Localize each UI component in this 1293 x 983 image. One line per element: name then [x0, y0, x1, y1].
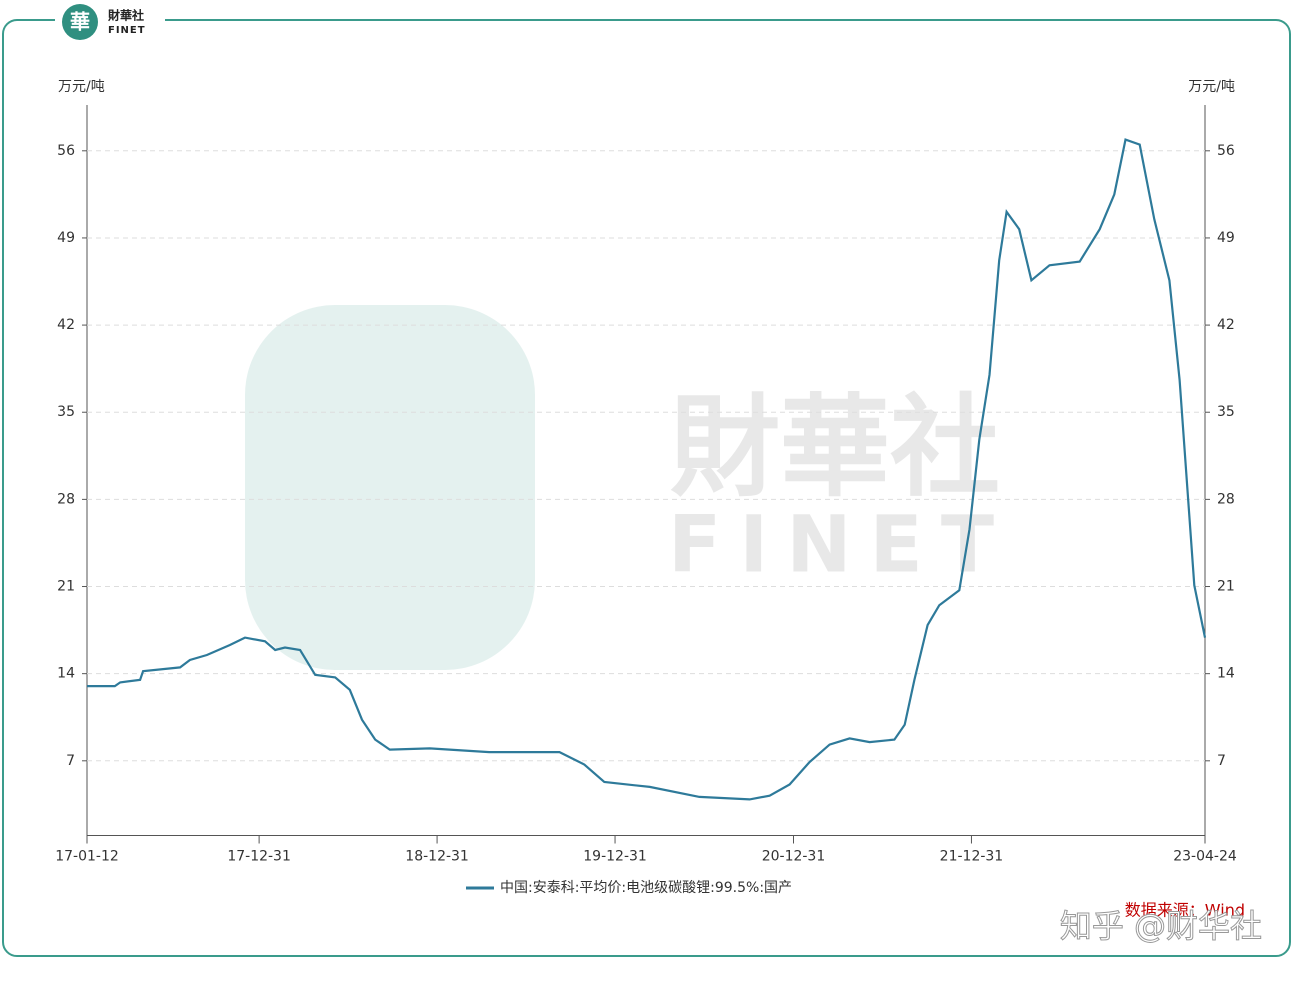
- y-tick-label: 21: [57, 579, 75, 595]
- y2-tick-label: 7: [1217, 753, 1226, 769]
- y-tick-label: 49: [57, 230, 75, 246]
- watermark-name: 財華社: [670, 383, 1000, 511]
- data-line: [87, 138, 1207, 801]
- x-tick-label: 20-12-31: [762, 849, 826, 865]
- y2-tick-label: 28: [1217, 491, 1235, 507]
- y2-tick-label: 56: [1217, 143, 1235, 159]
- logo-latin: FINET: [108, 25, 146, 36]
- y-tick-label: 56: [57, 143, 75, 159]
- legend-label: 中国:安泰科:平均价:电池级碳酸锂:99.5%:国产: [500, 880, 792, 896]
- logo-glyph: 華: [70, 10, 90, 34]
- frame: [2, 19, 1291, 957]
- x-tick-label: 17-01-12: [55, 849, 119, 865]
- y2-tick-label: 49: [1217, 230, 1235, 246]
- logo-mark: [62, 4, 98, 40]
- x-tick-label: 23-04-24: [1173, 849, 1237, 865]
- watermark-text: 知乎 @财华社: [1060, 907, 1262, 945]
- x-tick-label: 21-12-31: [940, 849, 1004, 865]
- y2-tick-label: 35: [1217, 404, 1235, 420]
- x-tick-label: 19-12-31: [583, 849, 647, 865]
- y-tick-label: 7: [66, 753, 75, 769]
- y-axis-unit: 万元/吨: [58, 79, 105, 95]
- watermark-logo: 財華社 FINET: [245, 305, 1012, 670]
- y2-tick-label: 21: [1217, 579, 1235, 595]
- watermark-latin: FINET: [668, 500, 1012, 590]
- x-tick-label: 18-12-31: [405, 849, 469, 865]
- watermark-shape: [245, 305, 535, 670]
- logo-name: 財華社: [107, 8, 144, 23]
- y-tick-label: 42: [57, 317, 75, 333]
- y2-axis-unit: 万元/吨: [1188, 79, 1235, 95]
- source-note: 数据来源：Wind: [1125, 901, 1245, 920]
- y-tick-label: 35: [57, 404, 75, 420]
- y2-tick-label: 42: [1217, 317, 1235, 333]
- x-tick-label: 17-12-31: [227, 849, 291, 865]
- y-tick-label: 28: [57, 491, 75, 507]
- y-tick-label: 14: [57, 666, 75, 682]
- y2-tick-label: 14: [1217, 666, 1235, 682]
